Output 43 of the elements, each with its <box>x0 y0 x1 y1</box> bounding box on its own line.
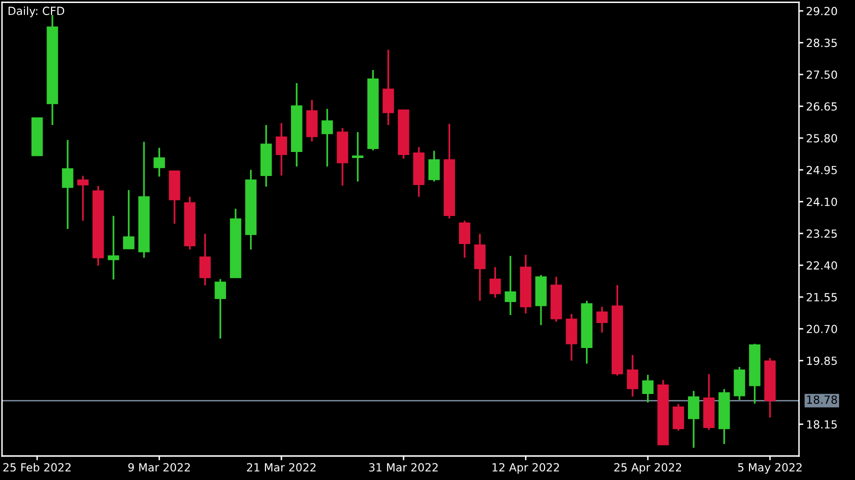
candlestick <box>428 150 440 182</box>
ref-line-label: 18.78 <box>807 395 837 404</box>
candlestick <box>322 108 333 168</box>
candlestick <box>199 232 211 286</box>
candlestick <box>596 306 608 334</box>
candlestick <box>62 139 74 230</box>
chart-title: Daily: CFD <box>8 6 64 18</box>
x-tick-label: 25 Apr 2022 <box>614 463 682 474</box>
y-tick-label: 25.80 <box>806 134 838 142</box>
candlestick <box>474 232 486 302</box>
candlestick <box>108 215 120 280</box>
candlestick <box>688 390 700 449</box>
y-tick-label: 18.15 <box>807 420 837 429</box>
x-tick-label: 9 Mar 2022 <box>128 463 190 472</box>
candlestick <box>276 122 288 176</box>
candlestick <box>504 255 516 316</box>
candlestick <box>154 146 165 178</box>
y-tick-label: 23.25 <box>806 229 837 238</box>
y-tick-label: 22.40 <box>806 261 838 270</box>
y-tick-label: 28.35 <box>806 38 837 48</box>
candlestick <box>123 189 134 250</box>
y-tick-label: 20.70 <box>806 324 838 334</box>
candlestick <box>382 48 394 126</box>
y-tick-label: 19.85 <box>807 356 837 365</box>
x-tick-label: 12 Apr 2022 <box>492 463 559 474</box>
x-tick-label: 5 May 2022 <box>738 463 802 474</box>
candlestick <box>626 354 638 398</box>
y-tick-label: 27.50 <box>806 70 838 79</box>
candlestick <box>642 374 654 404</box>
candlestick <box>489 266 501 299</box>
x-tick-label: 25 Feb 2022 <box>3 462 71 472</box>
candlestick <box>352 131 364 182</box>
y-tick-label: 24.10 <box>806 198 838 206</box>
x-tick-label: 21 Mar 2022 <box>247 463 316 472</box>
y-tick-label: 26.65 <box>806 102 837 111</box>
candlestick <box>77 175 89 222</box>
y-tick-label: 24.95 <box>806 166 837 174</box>
x-tick-label: 31 Mar 2022 <box>369 463 438 472</box>
candlestick <box>458 220 470 259</box>
candlestick <box>214 278 226 340</box>
candlestick <box>672 403 684 432</box>
y-tick-label: 21.55 <box>806 293 837 302</box>
y-tick-label: 29.20 <box>806 6 838 16</box>
